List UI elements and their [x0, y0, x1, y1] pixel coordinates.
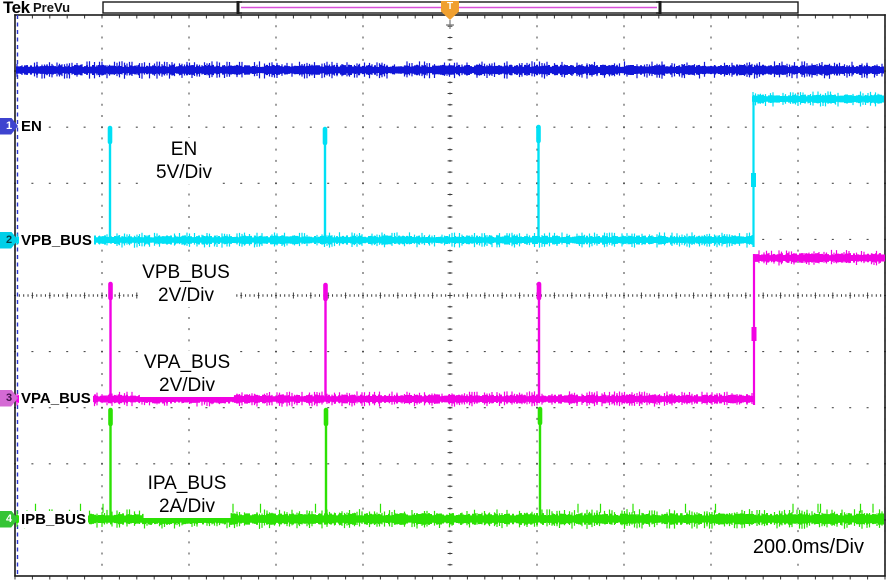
annotation-vpb: VPB_BUS 2V/Div [138, 261, 234, 307]
channel-1-label: EN [19, 117, 44, 135]
acquisition-mode-label: PreVu [33, 0, 71, 15]
channel-4-marker-group: 4 IPB_BUS [0, 510, 89, 528]
channel-4-marker[interactable]: 4 [0, 510, 18, 528]
trace-en [16, 61, 884, 79]
channel-2-marker-group: 2 VPB_BUS [0, 231, 94, 249]
annotation-ipa-scale: 2A/Div [159, 496, 215, 517]
channel-1-marker[interactable]: 1 [0, 117, 18, 135]
annotation-vpa: VPA_BUS 2V/Div [139, 351, 235, 397]
annotation-en-scale: 5V/Div [156, 162, 212, 183]
annotation-ipa: IPA_BUS 2A/Div [143, 472, 231, 518]
channel-3-marker-group: 3 VPA_BUS [0, 389, 93, 407]
channel-2-label: VPB_BUS [19, 231, 94, 249]
annotation-en-name: EN [170, 139, 198, 160]
annotation-vpb-name: VPB_BUS [142, 262, 230, 283]
trace-vpb_bus [16, 91, 884, 248]
channel-4-label: IPB_BUS [19, 510, 89, 528]
trigger-position-marker[interactable]: T [441, 1, 459, 20]
channel-3-label: VPA_BUS [19, 389, 93, 407]
annotation-en: EN 5V/Div [152, 138, 216, 184]
channel-2-marker[interactable]: 2 [0, 231, 18, 249]
channel-1-marker-group: 1 EN [0, 117, 44, 135]
annotation-vpa-scale: 2V/Div [159, 375, 215, 396]
annotation-ipa-name: IPA_BUS [147, 473, 227, 494]
channel-3-marker[interactable]: 3 [0, 389, 18, 407]
annotation-vpb-scale: 2V/Div [158, 285, 214, 306]
tek-logo: Tek [3, 0, 30, 17]
annotation-vpa-name: VPA_BUS [143, 352, 231, 373]
trace-vpa_bus [16, 249, 885, 407]
timebase-readout: 200.0ms/Div [749, 536, 867, 559]
